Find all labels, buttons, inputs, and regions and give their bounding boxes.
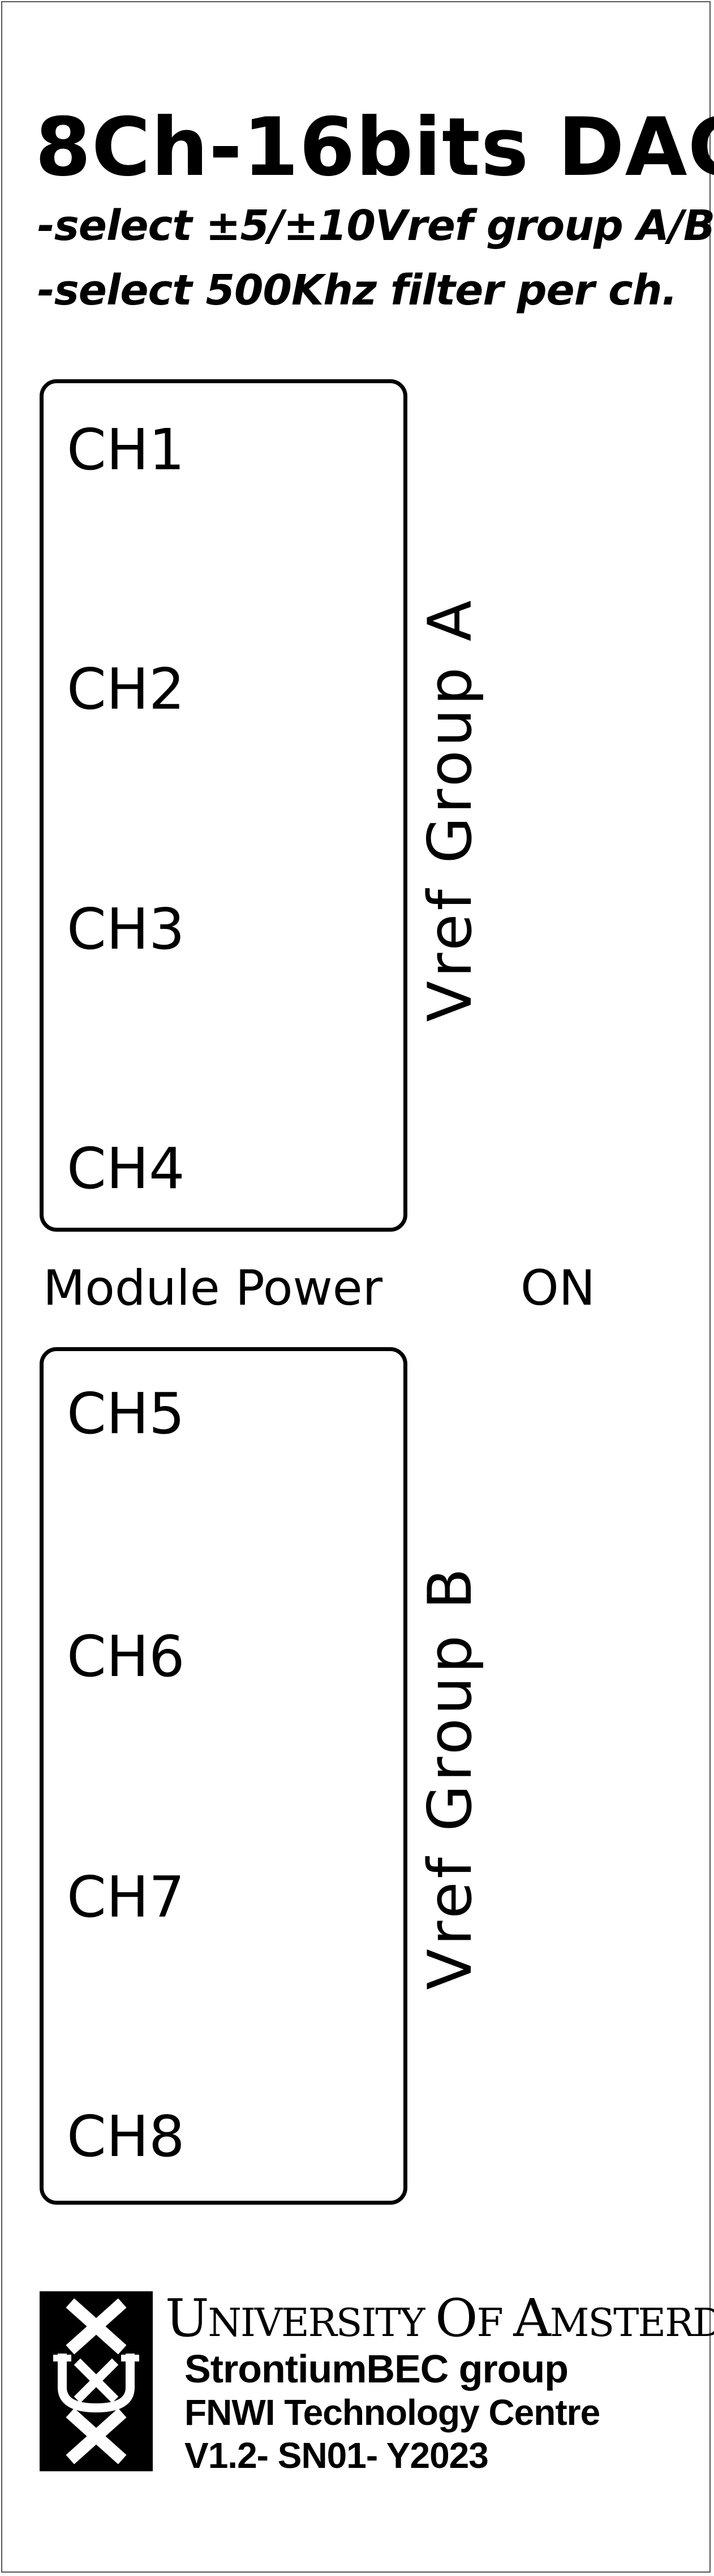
channel-7-label: CH7 bbox=[67, 1864, 185, 1930]
university-name-initial-u: U bbox=[165, 2288, 209, 2348]
channel-5-label: CH5 bbox=[67, 1381, 185, 1447]
panel-subtitle-line-2: -select 500Khz filter per ch. bbox=[37, 266, 678, 315]
university-of-amsterdam-crest-icon bbox=[40, 2291, 153, 2471]
group-a-frame bbox=[40, 379, 407, 1232]
panel-title: 8Ch-16bits DAC bbox=[35, 101, 714, 194]
group-b-frame bbox=[40, 1347, 407, 2205]
panel-subtitle-line-1: -select ±5/±10Vref group A/B bbox=[37, 202, 714, 250]
channel-2-label: CH2 bbox=[67, 656, 185, 722]
channel-1-label: CH1 bbox=[67, 417, 185, 483]
version-serial-year: V1.2- SN01- Y2023 bbox=[184, 2435, 489, 2476]
centre-credit: FNWI Technology Centre bbox=[184, 2392, 600, 2433]
university-name-part-niversity: NIVERSITY bbox=[208, 2301, 436, 2346]
university-name-initial-a: A bbox=[513, 2288, 550, 2348]
university-name: UNIVERSITY OF AMSTERDAM bbox=[165, 2292, 714, 2344]
university-name-part-f: F bbox=[476, 2301, 514, 2346]
module-power-label: Module Power bbox=[43, 1260, 383, 1317]
vref-group-b-label: Vref Group B bbox=[415, 1565, 485, 1990]
channel-6-label: CH6 bbox=[67, 1623, 185, 1690]
channel-4-label: CH4 bbox=[67, 1135, 185, 1202]
channel-3-label: CH3 bbox=[67, 896, 185, 962]
university-name-initial-o: O bbox=[435, 2288, 478, 2348]
university-name-part-msterdam: MSTERDAM bbox=[549, 2301, 714, 2346]
channel-8-label: CH8 bbox=[67, 2103, 185, 2170]
vref-group-a-label: Vref Group A bbox=[415, 597, 485, 1022]
power-on-label: ON bbox=[521, 1260, 596, 1317]
group-credit: StrontiumBEC group bbox=[184, 2347, 569, 2391]
